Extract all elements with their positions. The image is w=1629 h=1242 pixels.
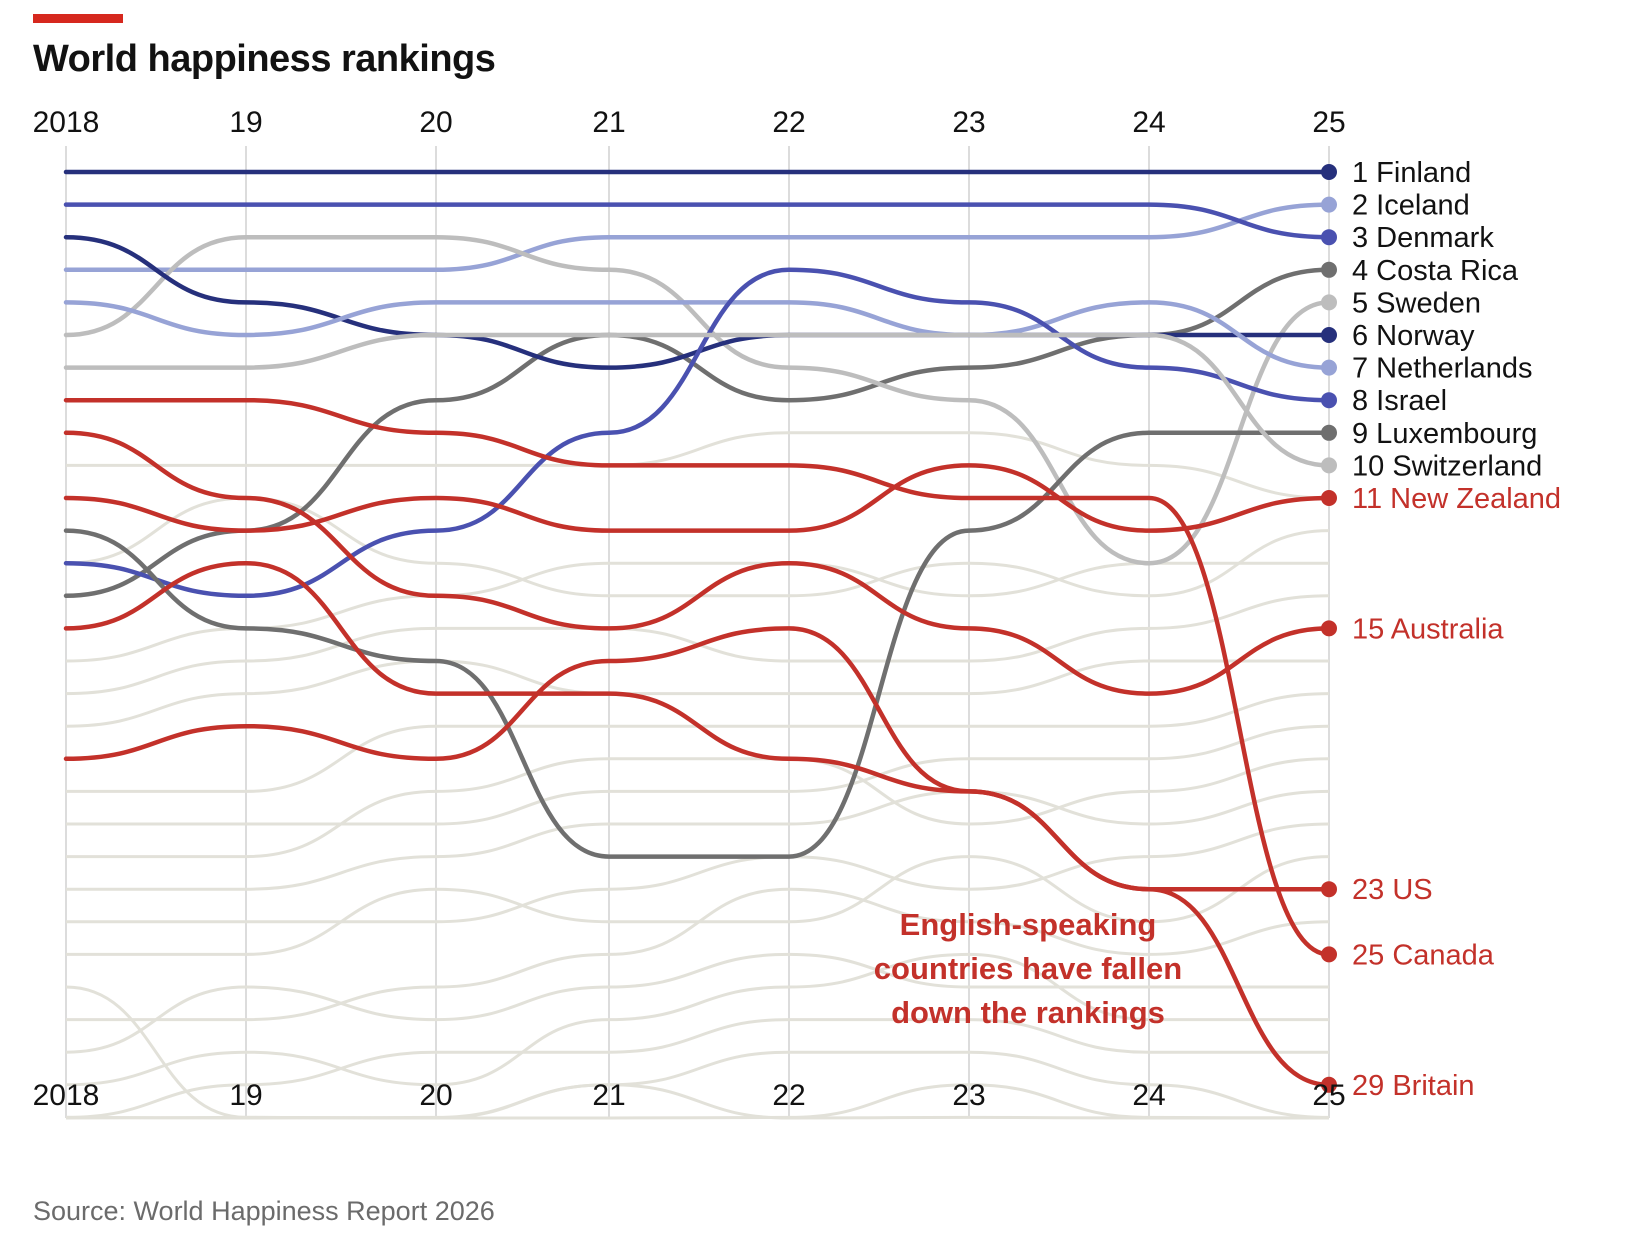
- x-tick-top-2023: 23: [952, 106, 985, 139]
- series-line-denmark: [63, 202, 1332, 240]
- endpoint-dot-netherlands: [1321, 359, 1337, 376]
- series-line-luxembourg: [63, 430, 1332, 859]
- x-tick-bottom-2024: 24: [1132, 1079, 1165, 1112]
- x-tick-bottom-2021: 21: [592, 1079, 625, 1112]
- x-tick-top-2021: 21: [592, 106, 625, 139]
- background-line-5: [65, 659, 1329, 728]
- background-line-18: [65, 1083, 1329, 1120]
- series-line-iceland: [63, 202, 1332, 273]
- x-tick-top-2025: 25: [1312, 106, 1345, 139]
- background-line-7: [66, 724, 1330, 826]
- year-axes: 2018 2018 19 19 20 20 21 21 22 22 23 23 24 24 25 25: [33, 106, 1346, 1112]
- endpoint-dot-australia: [1321, 620, 1337, 637]
- series-line-britain: [63, 560, 1332, 1088]
- series-label-luxembourg: 9 Luxembourg: [1352, 418, 1537, 450]
- x-tick-top-2018: 2018: [33, 106, 100, 139]
- background-line-11: [66, 855, 1330, 956]
- series-label-switzerland: 10 Switzerland: [1352, 450, 1542, 482]
- series-label-netherlands: 7 Netherlands: [1352, 353, 1533, 385]
- x-tick-top-2022: 22: [772, 106, 805, 139]
- background-line-2: [65, 496, 1330, 598]
- accent-bar: [33, 14, 123, 23]
- series-line-switzerland: [63, 332, 1332, 468]
- background-line-1: [65, 431, 1330, 500]
- endpoint-dot-sweden: [1321, 294, 1337, 311]
- annotation-line-3: down the rankings: [891, 995, 1165, 1030]
- endpoint-dot-us: [1321, 881, 1337, 898]
- background-line-13: [65, 952, 1329, 1054]
- background-line-14: [65, 952, 1329, 1087]
- series-label-new-zealand: 11 New Zealand: [1352, 483, 1561, 515]
- endpoint-dot-switzerland: [1321, 457, 1337, 474]
- x-tick-top-2019: 19: [229, 106, 262, 139]
- endpoint-dot-finland: [1321, 164, 1337, 180]
- endpoint-dot-canada: [1321, 946, 1337, 963]
- highlighted-series: [63, 169, 1332, 1088]
- background-line-9: [66, 789, 1330, 891]
- series-line-new-zealand: [63, 463, 1332, 533]
- series-label-us: 23 US: [1352, 874, 1433, 906]
- x-tick-bottom-2025: 25: [1312, 1079, 1345, 1112]
- endpoint-dot-israel: [1321, 392, 1337, 409]
- source-note: Source: World Happiness Report 2026: [33, 1196, 495, 1226]
- x-tick-bottom-2018: 2018: [33, 1079, 100, 1112]
- background-line-10: [66, 822, 1330, 924]
- chart-title: World happiness rankings: [33, 38, 496, 80]
- background-line-15: [65, 1018, 1329, 1119]
- series-label-canada: 25 Canada: [1352, 939, 1495, 971]
- endpoint-dot-iceland: [1321, 196, 1337, 213]
- series-label-norway: 6 Norway: [1352, 320, 1475, 352]
- endpoint-dot-costa-rica: [1321, 261, 1337, 278]
- series-line-netherlands: [63, 300, 1332, 370]
- series-line-sweden: [63, 234, 1332, 566]
- series-line-canada: [63, 397, 1332, 957]
- series-label-sweden: 5 Sweden: [1352, 287, 1481, 319]
- series-label-iceland: 2 Iceland: [1352, 190, 1470, 222]
- x-tick-top-2020: 20: [419, 106, 452, 139]
- series-label-costa-rica: 4 Costa Rica: [1352, 255, 1519, 287]
- series-label-finland: 1 Finland: [1352, 157, 1471, 189]
- endpoint-dot-denmark: [1321, 229, 1337, 246]
- annotation-line-2: countries have fallen: [874, 951, 1182, 986]
- x-tick-top-2024: 24: [1132, 106, 1165, 139]
- series-label-denmark: 3 Denmark: [1352, 222, 1494, 254]
- background-line-8: [66, 757, 1330, 859]
- background-line-6: [66, 692, 1330, 793]
- series-label-britain: 29 Britain: [1352, 1070, 1475, 1102]
- annotation-text: English-speaking countries have fallen dow…: [874, 907, 1182, 1030]
- x-tick-bottom-2022: 22: [772, 1079, 805, 1112]
- endpoint-dot-new-zealand: [1321, 490, 1337, 506]
- series-label-israel: 8 Israel: [1352, 385, 1447, 417]
- x-tick-bottom-2019: 19: [229, 1079, 262, 1112]
- series-line-australia: [63, 430, 1332, 696]
- x-tick-bottom-2020: 20: [419, 1079, 452, 1112]
- annotation-line-1: English-speaking: [900, 907, 1157, 942]
- series-line-israel: [63, 267, 1332, 599]
- background-line-12: [66, 887, 1330, 1022]
- series-label-australia: 15 Australia: [1352, 613, 1504, 645]
- x-tick-bottom-2023: 23: [952, 1079, 985, 1112]
- endpoint-dot-luxembourg: [1321, 424, 1337, 441]
- endpoint-dot-norway: [1321, 327, 1337, 343]
- endpoint-dot-britain: [1321, 1076, 1337, 1093]
